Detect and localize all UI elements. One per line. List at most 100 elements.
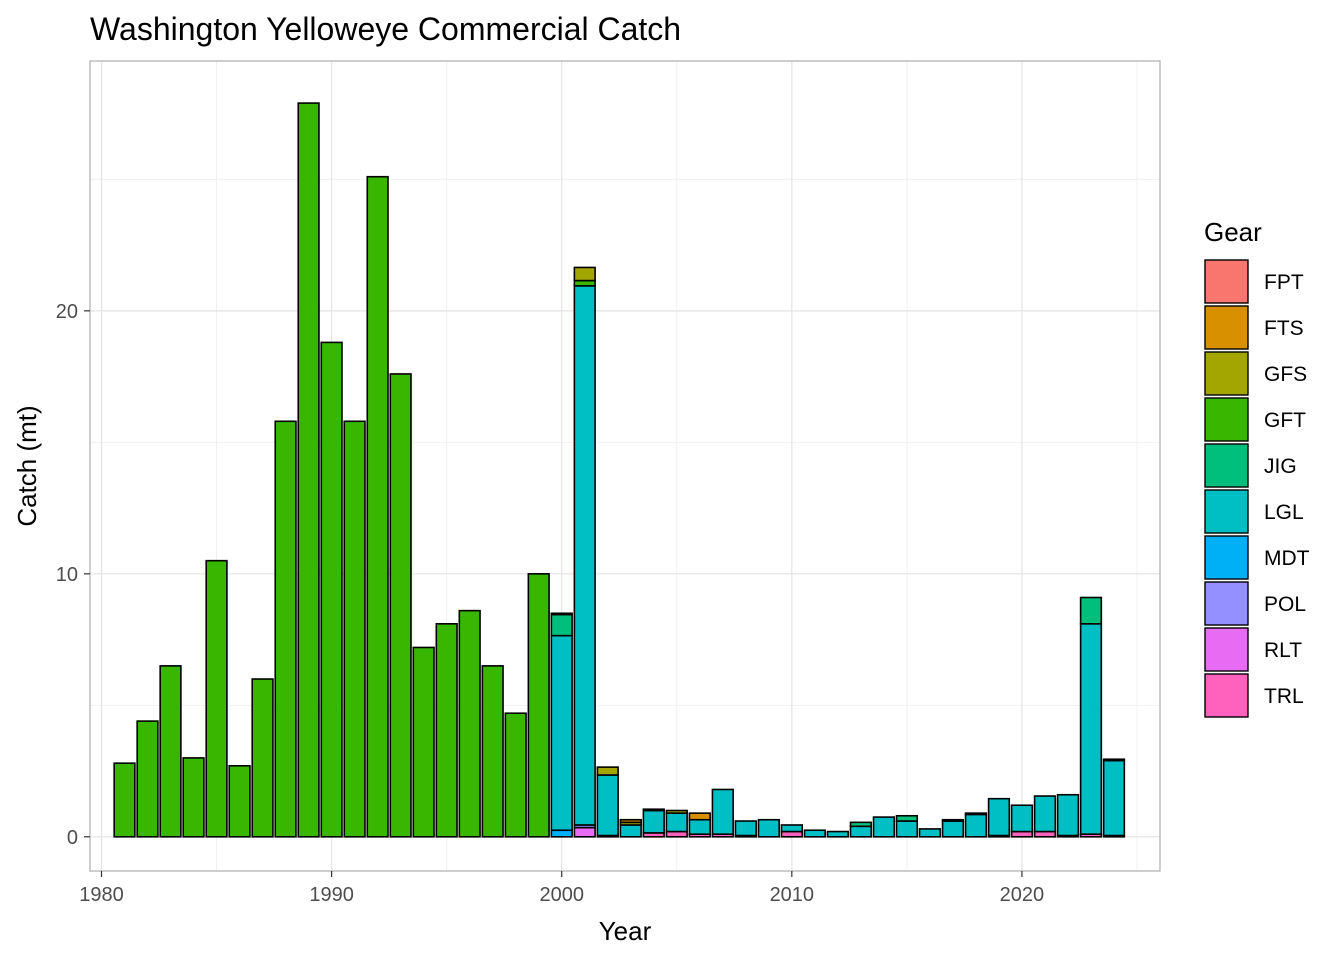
bar-2000 <box>550 612 573 838</box>
bar-segment-2015-JIG <box>895 814 919 822</box>
x-axis: 1980 1990 2000 2010 2020 <box>79 871 1044 906</box>
bar-segment-2020-LGL <box>1010 804 1034 833</box>
bar-segment-1985-GFT <box>205 559 228 838</box>
bar-1999 <box>527 573 550 838</box>
legend-label: FPT <box>1264 271 1304 294</box>
legend-swatch <box>1204 535 1249 580</box>
legend-swatch <box>1204 673 1249 718</box>
bar-1988 <box>274 420 297 838</box>
legend-item-fpt: FPT <box>1204 259 1304 304</box>
bar-2003 <box>619 818 642 838</box>
legend-item-gft: GFT <box>1204 397 1306 442</box>
bar-segment-2001-GFS <box>573 266 596 282</box>
legend-item-lgl: LGL <box>1204 489 1304 534</box>
bar-1990 <box>320 341 343 838</box>
bar-segment-2005-GFS <box>665 809 688 814</box>
bar-segment-2013-LGL <box>849 825 873 838</box>
bar-segment-1991-GFT <box>343 420 366 838</box>
legend-label: GFS <box>1264 363 1307 386</box>
bars-group <box>113 102 1126 838</box>
bar-1989 <box>297 102 320 838</box>
bar-segment-1986-GFT <box>228 765 251 838</box>
bar-1997 <box>481 665 504 838</box>
bar-1981 <box>113 762 136 838</box>
bar-2019 <box>987 797 1011 838</box>
bar-segment-2000-GFT <box>550 612 573 616</box>
bar-segment-2008-LGL <box>734 820 757 837</box>
bar-2018 <box>964 812 988 838</box>
bar-segment-2018-LGL <box>964 813 988 838</box>
legend-swatch <box>1204 581 1249 626</box>
bar-1991 <box>343 420 366 838</box>
bar-1992 <box>366 175 389 838</box>
bar-segment-2017-LGL <box>941 820 965 838</box>
bar-segment-2002-LGL <box>596 774 619 837</box>
bar-segment-2023-LGL <box>1079 622 1103 835</box>
bar-segment-2000-MDT <box>550 829 573 838</box>
bar-segment-1989-GFT <box>297 102 320 838</box>
x-tick-label: 2000 <box>539 884 584 906</box>
bar-2001 <box>573 266 596 838</box>
bar-segment-1997-GFT <box>481 665 504 838</box>
legend-swatch <box>1204 443 1249 488</box>
bar-segment-1996-GFT <box>458 609 481 838</box>
chart-title: Washington Yelloweye Commercial Catch <box>90 11 681 47</box>
bar-segment-2015-LGL <box>895 820 919 838</box>
bar-2010 <box>780 824 803 838</box>
legend-label: MDT <box>1264 547 1310 570</box>
x-tick-label: 2020 <box>1000 884 1045 906</box>
bar-1998 <box>504 712 527 838</box>
legend-swatch <box>1204 259 1249 304</box>
bar-segment-1990-GFT <box>320 341 343 838</box>
bar-2022 <box>1056 793 1080 838</box>
bar-1987 <box>251 678 274 838</box>
bar-1983 <box>159 665 182 838</box>
bar-segment-1992-GFT <box>366 175 389 838</box>
bar-2005 <box>665 809 688 838</box>
legend-item-gfs: GFS <box>1204 351 1307 396</box>
legend-label: POL <box>1264 593 1306 616</box>
bar-2002 <box>596 766 619 838</box>
bar-2008 <box>734 820 757 838</box>
bar-1984 <box>182 757 205 838</box>
bar-segment-1998-GFT <box>504 712 527 838</box>
bar-segment-2000-JIG <box>550 613 573 637</box>
bar-2012 <box>826 830 850 838</box>
bar-2004 <box>642 808 665 838</box>
legend-label: LGL <box>1264 501 1304 524</box>
bar-segment-1982-GFT <box>136 720 159 838</box>
bar-2014 <box>872 816 896 838</box>
bar-2020 <box>1010 804 1034 838</box>
bar-segment-1999-GFT <box>527 573 550 838</box>
bar-segment-1981-GFT <box>113 762 136 838</box>
bar-segment-2022-LGL <box>1056 793 1080 837</box>
panel-border <box>89 60 1161 872</box>
x-tick-label: 2010 <box>770 884 815 906</box>
bar-segment-2019-LGL <box>987 797 1011 837</box>
bar-1985 <box>205 559 228 838</box>
legend-swatch <box>1204 305 1249 350</box>
legend-swatch <box>1204 397 1249 442</box>
legend-swatch <box>1204 351 1249 396</box>
bar-segment-2014-LGL <box>872 816 896 838</box>
bar-2009 <box>757 818 780 838</box>
bar-1994 <box>412 646 435 838</box>
bar-1995 <box>435 622 458 838</box>
bar-2016 <box>918 828 942 838</box>
bar-segment-2003-FTS <box>619 818 642 824</box>
bar-1996 <box>458 609 481 838</box>
bar-1993 <box>389 373 412 838</box>
bar-2011 <box>803 829 826 838</box>
x-axis-title: Year <box>599 916 652 946</box>
legend-label: JIG <box>1264 455 1297 478</box>
bar-segment-1993-GFT <box>389 373 412 838</box>
y-axis: 0 10 20 <box>56 301 90 849</box>
x-tick-label: 1990 <box>309 884 354 906</box>
y-tick-label: 0 <box>67 827 78 849</box>
bar-segment-1988-GFT <box>274 420 297 838</box>
bar-2021 <box>1033 795 1057 838</box>
bar-segment-2012-LGL <box>826 830 850 838</box>
x-tick-label: 1980 <box>79 884 124 906</box>
bar-segment-2023-JIG <box>1079 596 1103 625</box>
